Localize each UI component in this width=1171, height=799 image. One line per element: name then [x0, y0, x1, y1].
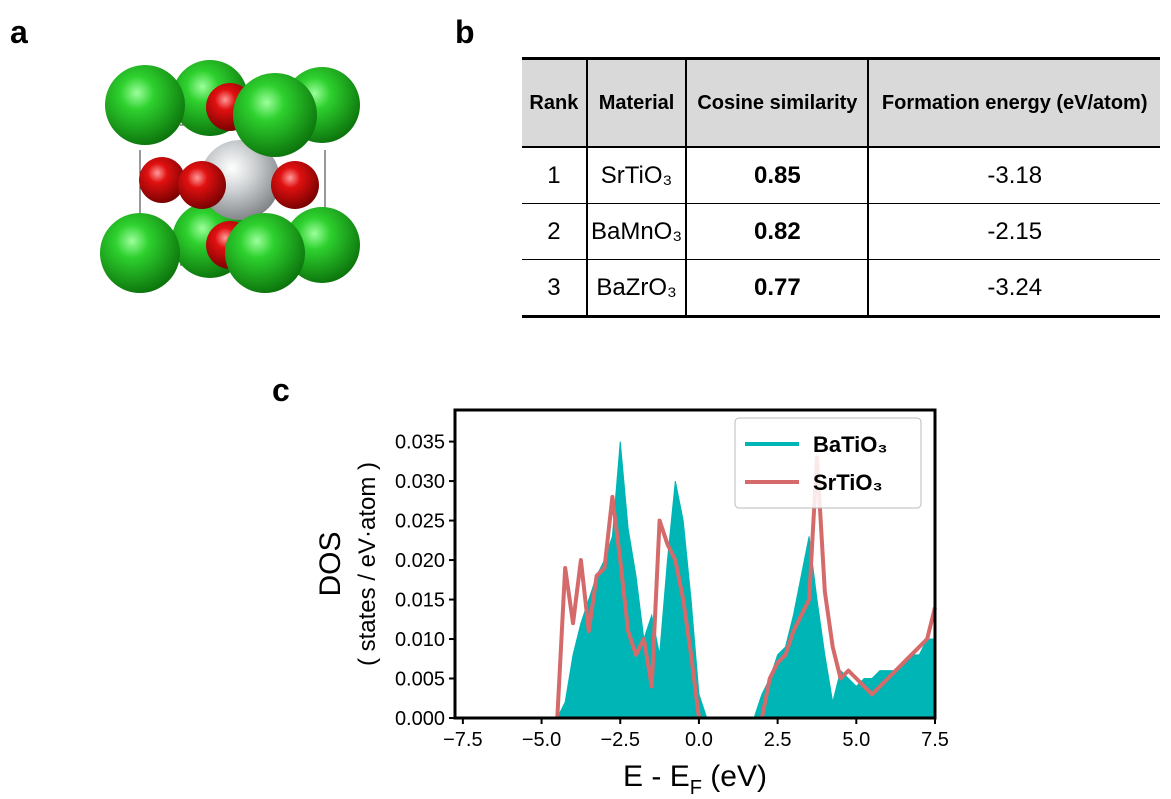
legend-label: SrTiO₃	[813, 470, 883, 495]
x-tick-label: 7.5	[921, 729, 949, 751]
y-tick-label: 0.035	[395, 432, 445, 454]
x-tick-label: −7.5	[443, 729, 482, 751]
x-tick-label: 2.5	[764, 729, 792, 751]
y-tick-label: 0.000	[395, 708, 445, 730]
y-tick-label: 0.025	[395, 511, 445, 533]
x-axis-label-sub: F	[690, 777, 702, 799]
x-tick-label: −5.0	[522, 729, 561, 751]
dos-chart: −7.5 −5.0 −2.5 0.0 2.5 5.0 7.5 0.000 0.005 0.010 0…	[0, 0, 1171, 799]
legend-label: BaTiO₃	[813, 432, 888, 457]
x-axis-label-part: E - E	[623, 760, 690, 793]
y-axis-label: DOS	[314, 531, 347, 596]
x-axis-label: E - EF (eV)	[623, 760, 767, 799]
x-tick-label: −2.5	[601, 729, 640, 751]
y-tick-label: 0.015	[395, 590, 445, 612]
x-axis-label-part: (eV)	[702, 760, 767, 793]
x-tick-label: 5.0	[842, 729, 870, 751]
y-axis-label: ( states / eV·atom )	[354, 462, 381, 666]
y-tick-label: 0.020	[395, 550, 445, 572]
x-tick-label: 0.0	[685, 729, 713, 751]
y-tick-label: 0.010	[395, 629, 445, 651]
y-tick-label: 0.005	[395, 669, 445, 691]
figure: a b c RankMaterialCosine similarityForma…	[0, 0, 1171, 799]
y-tick-label: 0.030	[395, 471, 445, 493]
